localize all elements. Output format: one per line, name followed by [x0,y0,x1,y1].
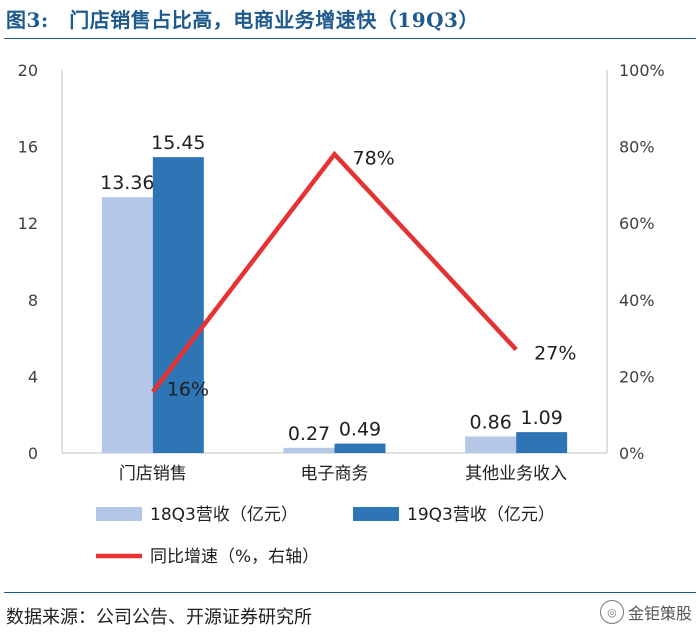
wechat-icon: ◎ [599,600,624,624]
y-tick-label: 16 [18,138,38,157]
legend-swatch [353,507,399,521]
source-note: 数据来源：公司公告、开源证券研究所 [6,607,312,628]
y-tick-label: 8 [28,291,38,310]
bar-data-label: 0.86 [470,412,512,434]
growth-line [151,150,518,394]
footer-divider [4,592,696,593]
bar [465,436,517,453]
chart-title: 图3: 门店销售占比高，电商业务增速快（19Q3） [6,8,479,32]
watermark-text: 金钜策股 [627,604,692,623]
line-data-label: 27% [534,343,576,365]
legend-label: 同比增速（%，右轴） [150,547,319,567]
y2-tick-label: 80% [619,138,655,157]
watermark: ◎ 金钜策股 [599,600,692,624]
x-tick-label: 电子商务 [301,464,369,484]
y2-tick-label: 40% [619,291,655,310]
x-tick-label: 其他业务收入 [465,464,567,484]
bar-data-label: 13.36 [100,172,154,194]
bar-data-label: 15.45 [151,132,205,154]
bar-data-label: 0.49 [339,419,381,441]
bar [152,157,204,453]
chart: 0 4 8 12 16 20 0% 20% 40% 60% 80% 100% 13.36 15.45 门店销… [18,61,665,567]
bar [334,443,386,453]
y2-tick-label: 0% [619,444,644,463]
y-tick-label: 20 [18,61,38,80]
line-data-label: 78% [353,147,395,169]
legend-label: 18Q3营收（亿元） [150,505,298,525]
y2-tick-label: 20% [619,367,655,386]
bar [516,432,568,453]
bar-data-label: 0.27 [288,423,330,445]
y-tick-label: 4 [28,367,38,386]
legend-label: 19Q3营收（亿元） [407,505,555,525]
y-tick-label: 12 [18,214,38,233]
line-data-label: 16% [167,379,209,401]
y-tick-label: 0 [28,444,38,463]
bar [283,447,335,453]
y2-tick-label: 60% [619,214,655,233]
bar [101,197,153,453]
title-divider [4,38,696,39]
x-tick-label: 门店销售 [119,464,187,484]
legend-swatch [96,507,142,521]
bar-data-label: 1.09 [521,407,563,429]
y2-tick-label: 100% [619,61,665,80]
